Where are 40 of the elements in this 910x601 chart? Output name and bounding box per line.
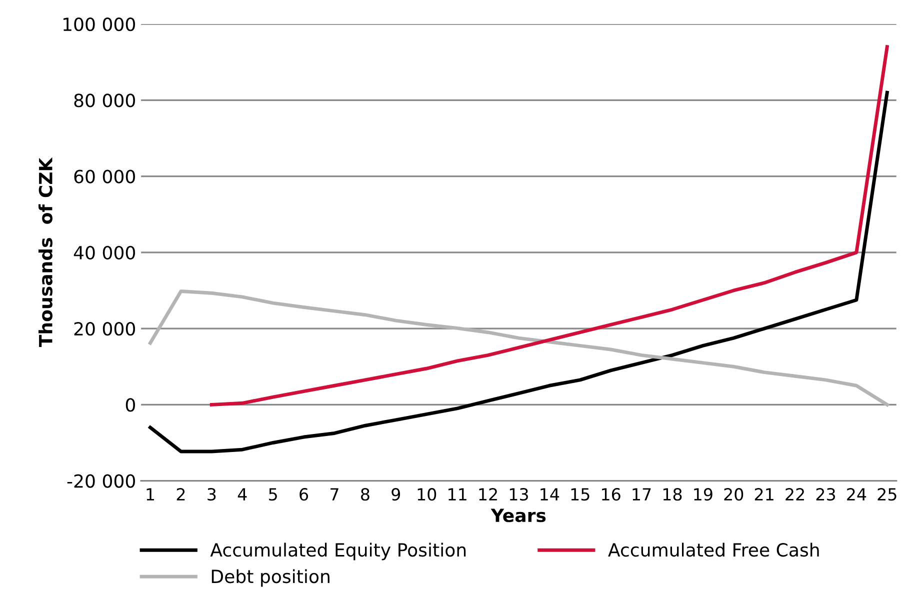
y-tick-label: 20 000 xyxy=(74,322,135,336)
line-series xyxy=(148,90,889,454)
x-tick-label: 10 xyxy=(418,488,436,501)
line-series xyxy=(148,290,889,406)
x-tick-label: 3 xyxy=(208,488,216,501)
y-axis-title: Thousands of CZK xyxy=(38,157,52,347)
x-tick-label: 5 xyxy=(269,488,277,501)
x-tick-label: 22 xyxy=(786,488,804,500)
x-tick-label: 9 xyxy=(392,488,400,501)
x-tick-label: 15 xyxy=(571,488,590,501)
x-axis-title: Years xyxy=(490,508,546,522)
legend-label: Debt position xyxy=(212,569,330,587)
x-tick-label: 13 xyxy=(510,488,528,501)
x-tick-label: 11 xyxy=(448,488,466,500)
y-tick-label: 40 000 xyxy=(74,246,135,260)
x-tick-label: 1 xyxy=(146,488,154,500)
y-tick-label: 60 000 xyxy=(74,170,135,184)
x-tick-label: 12 xyxy=(479,488,497,500)
legend-label: Accumulated Equity Position xyxy=(210,542,466,560)
x-tick-label: 21 xyxy=(754,488,774,500)
y-tick-label: 0 xyxy=(126,398,135,412)
x-tick-label: 20 xyxy=(724,488,744,501)
x-tick-label: 14 xyxy=(540,488,560,500)
x-tick-label: 19 xyxy=(694,488,712,501)
legend-label: Accumulated Free Cash xyxy=(608,542,819,557)
y-tick-label: 100 000 xyxy=(64,18,135,32)
x-tick-label: 24 xyxy=(847,488,866,500)
y-tick-label: 80 000 xyxy=(74,94,135,108)
x-tick-label: 17 xyxy=(632,488,651,500)
x-tick-label: 25 xyxy=(878,488,896,501)
line-series xyxy=(210,45,889,406)
x-tick-label: 2 xyxy=(176,488,185,500)
y-tick-label: -20 000 xyxy=(67,474,135,488)
x-tick-label: 18 xyxy=(663,488,682,501)
x-tick-label: 8 xyxy=(361,488,370,501)
x-tick-label: 7 xyxy=(330,488,338,500)
x-tick-label: 4 xyxy=(238,488,247,500)
x-tick-label: 16 xyxy=(602,488,620,501)
x-tick-label: 6 xyxy=(300,488,308,501)
x-tick-label: 23 xyxy=(816,488,835,501)
